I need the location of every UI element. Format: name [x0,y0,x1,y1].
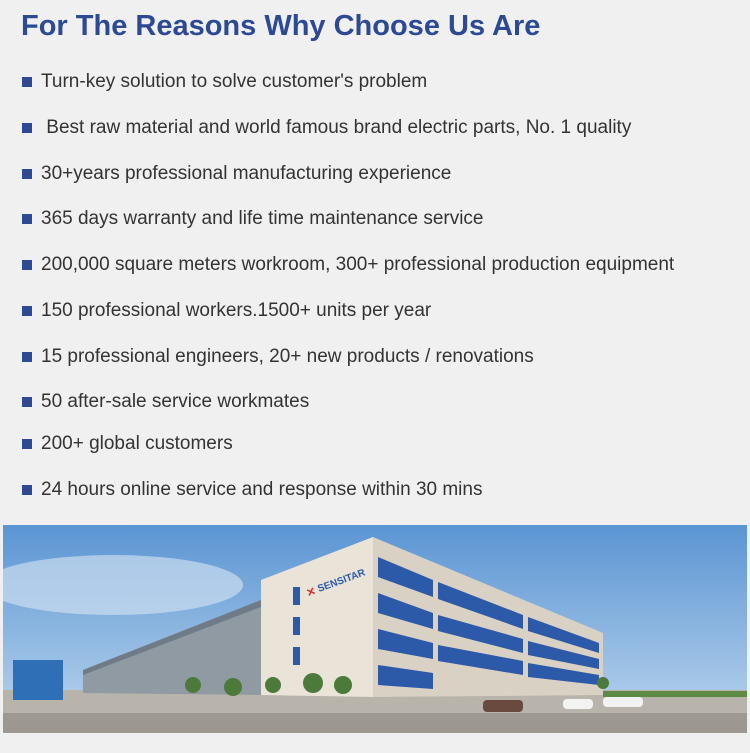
bullet-square-icon [22,439,32,449]
reason-item: 50 after-sale service workmates [22,390,309,414]
reason-item: 30+years professional manufacturing expe… [22,162,451,186]
reason-text: 30+years professional manufacturing expe… [41,163,452,184]
bullet-square-icon [22,397,32,407]
reason-item: 150 professional workers.1500+ units per… [22,299,431,323]
bullet-square-icon [22,123,32,133]
page-title: For The Reasons Why Choose Us Are [21,10,541,42]
reason-item: 200,000 square meters workroom, 300+ pro… [22,253,674,277]
reason-text: 15 professional engineers, 20+ new produ… [41,346,534,367]
bullet-square-icon [22,214,32,224]
bullet-square-icon [22,77,32,87]
reason-item: 200+ global customers [22,432,233,456]
reason-text: 200+ global customers [41,433,233,454]
svg-text:✕: ✕ [305,585,318,599]
reason-item: 15 professional engineers, 20+ new produ… [22,345,534,369]
reason-item: 24 hours online service and response wit… [22,478,482,502]
bullet-square-icon [22,260,32,270]
bullet-square-icon [22,169,32,179]
bullet-square-icon [22,306,32,316]
reason-text: 200,000 square meters workroom, 300+ pro… [41,254,675,275]
bullet-square-icon [22,485,32,495]
factory-photo: SENSITAR ✕ [3,525,747,733]
reason-item: Turn-key solution to solve customer's pr… [22,70,427,94]
reason-text: 50 after-sale service workmates [41,391,310,412]
reason-item: 365 days warranty and life time maintena… [22,207,484,231]
reason-text: 24 hours online service and response wit… [41,479,483,500]
reason-text: 150 professional workers.1500+ units per… [41,300,432,321]
reason-text: 365 days warranty and life time maintena… [41,208,484,229]
reason-text: Best raw material and world famous brand… [41,117,632,138]
reason-item: Best raw material and world famous brand… [22,116,631,140]
bullet-square-icon [22,352,32,362]
reason-text: Turn-key solution to solve customer's pr… [41,71,428,92]
